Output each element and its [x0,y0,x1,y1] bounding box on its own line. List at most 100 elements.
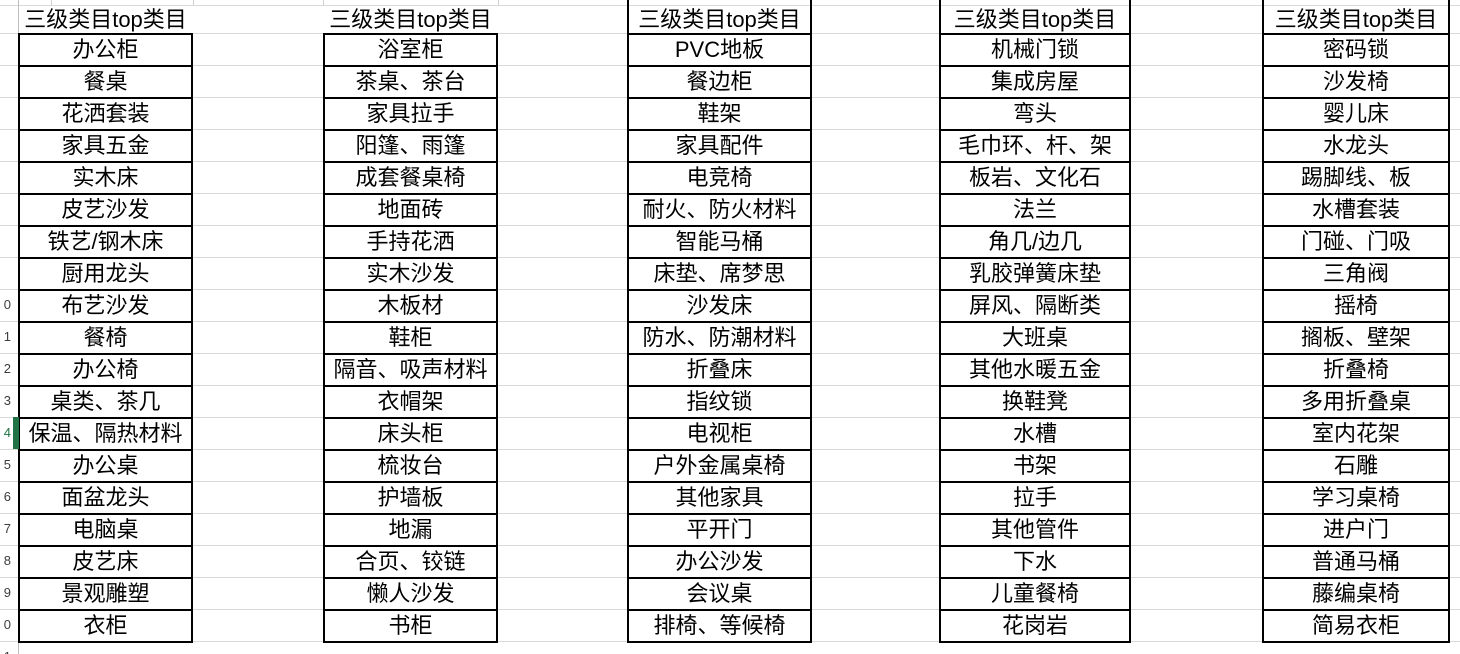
sheet-cell[interactable]: 书柜 [323,609,498,643]
sheet-cell[interactable]: 隔音、吸声材料 [323,353,498,387]
row-number[interactable]: 8 [3,553,11,568]
sheet-cell[interactable]: 衣帽架 [323,385,498,419]
column-header[interactable]: 三级类目top类目 [24,7,187,32]
sheet-cell[interactable]: 书架 [939,449,1131,483]
sheet-cell[interactable]: 其他管件 [939,513,1131,547]
sheet-cell[interactable]: 实木沙发 [323,257,498,291]
sheet-cell[interactable]: 水槽套装 [1262,193,1450,227]
sheet-cell[interactable]: 法兰 [939,193,1131,227]
sheet-cell[interactable]: 下水 [939,545,1131,579]
column-header[interactable]: 三级类目top类目 [329,7,492,32]
sheet-cell[interactable]: 厨用龙头 [18,257,193,291]
sheet-cell[interactable]: 桌类、茶几 [18,385,193,419]
row-number-selected[interactable]: 4 [3,425,11,440]
sheet-cell[interactable]: 木板材 [323,289,498,323]
sheet-cell[interactable]: 折叠椅 [1262,353,1450,387]
sheet-cell[interactable]: 床垫、席梦思 [627,257,812,291]
sheet-cell[interactable]: 折叠床 [627,353,812,387]
sheet-cell[interactable]: 家具五金 [18,129,193,163]
sheet-cell[interactable]: 拉手 [939,481,1131,515]
sheet-cell[interactable]: 办公沙发 [627,545,812,579]
sheet-cell[interactable]: 平开门 [627,513,812,547]
sheet-cell[interactable]: 会议桌 [627,577,812,611]
sheet-cell[interactable]: 学习桌椅 [1262,481,1450,515]
row-number[interactable]: 5 [3,457,11,472]
sheet-cell[interactable]: 铁艺/钢木床 [18,225,193,259]
sheet-cell[interactable]: 防水、防潮材料 [627,321,812,355]
sheet-cell[interactable]: 门碰、门吸 [1262,225,1450,259]
sheet-cell[interactable]: 其他水暖五金 [939,353,1131,387]
row-number[interactable]: 9 [3,585,11,600]
sheet-cell[interactable]: 皮艺沙发 [18,193,193,227]
sheet-cell[interactable]: 成套餐桌椅 [323,161,498,195]
sheet-cell[interactable]: 换鞋凳 [939,385,1131,419]
sheet-cell[interactable]: 进户门 [1262,513,1450,547]
sheet-cell[interactable]: 懒人沙发 [323,577,498,611]
sheet-cell[interactable]: 鞋柜 [323,321,498,355]
sheet-cell[interactable]: 密码锁 [1262,33,1450,67]
sheet-cell[interactable]: 布艺沙发 [18,289,193,323]
sheet-cell[interactable]: 床头柜 [323,417,498,451]
sheet-cell[interactable]: 板岩、文化石 [939,161,1131,195]
sheet-cell[interactable]: 保温、隔热材料 [18,417,193,451]
row-number[interactable]: 2 [3,361,11,376]
sheet-cell[interactable]: 办公柜 [18,33,193,67]
sheet-cell[interactable]: 手持花洒 [323,225,498,259]
sheet-cell[interactable]: 合页、铰链 [323,545,498,579]
column-header[interactable]: 三级类目top类目 [1262,0,1450,35]
row-number[interactable]: 1 [3,329,11,344]
sheet-cell[interactable]: 梳妆台 [323,449,498,483]
sheet-cell[interactable]: 搁板、壁架 [1262,321,1450,355]
sheet-cell[interactable]: 地漏 [323,513,498,547]
sheet-cell[interactable]: 水槽 [939,417,1131,451]
sheet-cell[interactable]: 婴儿床 [1262,97,1450,131]
sheet-cell[interactable]: 其他家具 [627,481,812,515]
sheet-cell[interactable]: 多用折叠桌 [1262,385,1450,419]
sheet-cell[interactable]: 摇椅 [1262,289,1450,323]
sheet-cell[interactable]: 大班桌 [939,321,1131,355]
sheet-cell[interactable]: 三角阀 [1262,257,1450,291]
sheet-cell[interactable]: 沙发床 [627,289,812,323]
sheet-cell[interactable]: 护墙板 [323,481,498,515]
sheet-cell[interactable]: 藤编桌椅 [1262,577,1450,611]
sheet-cell[interactable]: 衣柜 [18,609,193,643]
sheet-cell[interactable]: 智能马桶 [627,225,812,259]
row-number[interactable]: 1 [0,641,11,654]
sheet-cell[interactable]: 浴室柜 [323,33,498,67]
sheet-cell[interactable]: 简易衣柜 [1262,609,1450,643]
row-number[interactable]: 3 [3,393,11,408]
sheet-cell[interactable]: 电脑桌 [18,513,193,547]
sheet-cell[interactable]: 餐桌 [18,65,193,99]
sheet-cell[interactable]: 耐火、防火材料 [627,193,812,227]
sheet-cell[interactable]: 家具拉手 [323,97,498,131]
sheet-cell[interactable]: 户外金属桌椅 [627,449,812,483]
sheet-cell[interactable]: 鞋架 [627,97,812,131]
sheet-cell[interactable]: 茶桌、茶台 [323,65,498,99]
sheet-cell[interactable]: 沙发椅 [1262,65,1450,99]
sheet-cell[interactable]: 踢脚线、板 [1262,161,1450,195]
sheet-cell[interactable]: 集成房屋 [939,65,1131,99]
sheet-cell[interactable]: 实木床 [18,161,193,195]
row-number[interactable]: 0 [3,297,11,312]
sheet-cell[interactable]: 办公桌 [18,449,193,483]
sheet-cell[interactable]: 排椅、等候椅 [627,609,812,643]
sheet-cell[interactable]: 屏风、隔断类 [939,289,1131,323]
row-number[interactable]: 6 [3,489,11,504]
sheet-cell[interactable]: 电视柜 [627,417,812,451]
sheet-cell[interactable]: PVC地板 [627,33,812,67]
sheet-cell[interactable]: 乳胶弹簧床垫 [939,257,1131,291]
column-header[interactable]: 三级类目top类目 [939,0,1131,35]
sheet-cell[interactable]: 景观雕塑 [18,577,193,611]
sheet-cell[interactable]: 角几/边几 [939,225,1131,259]
sheet-cell[interactable]: 普通马桶 [1262,545,1450,579]
sheet-cell[interactable]: 皮艺床 [18,545,193,579]
sheet-cell[interactable]: 餐边柜 [627,65,812,99]
sheet-cell[interactable]: 电竞椅 [627,161,812,195]
row-number[interactable]: 7 [3,521,11,536]
sheet-cell[interactable]: 水龙头 [1262,129,1450,163]
sheet-cell[interactable]: 阳篷、雨篷 [323,129,498,163]
sheet-cell[interactable]: 室内花架 [1262,417,1450,451]
sheet-cell[interactable]: 家具配件 [627,129,812,163]
sheet-cell[interactable]: 餐椅 [18,321,193,355]
sheet-cell[interactable]: 面盆龙头 [18,481,193,515]
